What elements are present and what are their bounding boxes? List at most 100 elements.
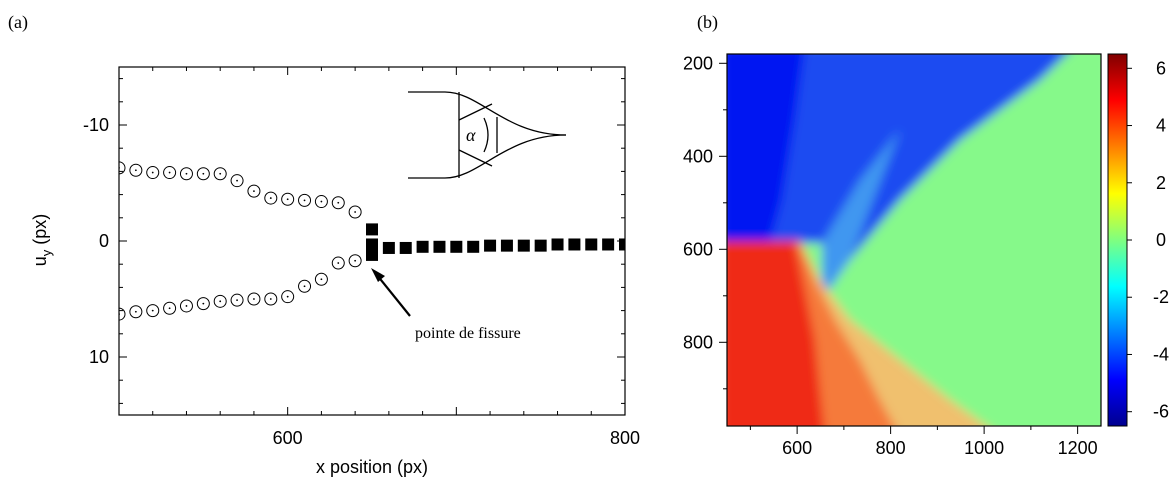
- data-point: [568, 238, 581, 251]
- data-point-center: [134, 169, 137, 172]
- data-point: [602, 238, 615, 251]
- data-point-center: [303, 285, 306, 288]
- data-point: [450, 240, 463, 253]
- data-point-center: [253, 298, 255, 300]
- data-point-center: [119, 313, 120, 315]
- data-point: [264, 191, 278, 205]
- y-axis-title-sub: y: [39, 249, 54, 256]
- svg-text:uy (px): uy (px): [30, 214, 54, 267]
- alpha-symbol: α: [466, 125, 476, 145]
- data-point: [314, 195, 328, 209]
- crack-tip-label: pointe de fissure: [415, 325, 521, 342]
- data-point: [500, 239, 513, 252]
- data-point-center: [134, 310, 137, 313]
- data-point-center: [320, 278, 323, 281]
- data-point: [399, 241, 412, 254]
- y-axis-title: uy (px): [30, 214, 54, 267]
- data-point: [281, 290, 295, 304]
- data-point: [433, 240, 446, 253]
- data-point: [585, 238, 598, 251]
- data-point-center: [337, 201, 340, 204]
- y-axis-title-main: u: [30, 256, 50, 266]
- y-tick-label: 0: [99, 231, 109, 251]
- data-point: [467, 240, 480, 253]
- data-point: [264, 292, 278, 306]
- data-point: [281, 192, 295, 206]
- data-point: [230, 174, 244, 188]
- panel-a-plot: 600 800 -10 0 10 α pointe de fissure x posit…: [30, 66, 640, 477]
- y-tick-label: 800: [683, 332, 713, 352]
- data-point: [163, 166, 177, 180]
- data-point-center: [119, 167, 120, 169]
- colorbar-tick-label: 0: [1156, 230, 1166, 250]
- x-tick-label: 600: [273, 428, 303, 448]
- data-point: [416, 240, 429, 253]
- crack-opening-inset: α: [408, 91, 567, 179]
- x-tick-label: 800: [610, 428, 640, 448]
- x-tick-label: 600: [782, 438, 812, 458]
- y-axis-title-unit: (px): [30, 214, 50, 250]
- colorbar-tick-label: -6: [1153, 402, 1169, 422]
- data-point-center: [202, 172, 205, 175]
- data-point: [331, 196, 345, 210]
- colorbar-ticks: -6 -4 -2 0 2 4 6: [1127, 58, 1169, 422]
- data-point-center: [269, 298, 272, 300]
- crack-tip-annotation: pointe de fissure: [371, 268, 521, 342]
- data-point: [382, 241, 395, 254]
- data-point-center: [269, 197, 272, 199]
- data-point: [366, 223, 378, 236]
- data-point: [348, 205, 362, 219]
- data-point: [551, 238, 564, 251]
- data-point-center: [185, 305, 188, 307]
- y-tick-label: 600: [683, 239, 713, 259]
- panel-a-label: (a): [8, 12, 28, 33]
- colorbar-tick-label: -4: [1153, 344, 1169, 364]
- data-point-center: [286, 198, 289, 201]
- data-point-center: [202, 302, 205, 305]
- y-tick-label: 200: [683, 53, 713, 73]
- data-point: [247, 292, 261, 306]
- colorbar-tick-label: 2: [1156, 173, 1166, 193]
- data-point-center: [236, 179, 238, 182]
- data-point: [146, 304, 160, 318]
- data-point-center: [286, 295, 289, 298]
- data-point: [619, 238, 625, 251]
- colorbar-tick-label: -2: [1153, 287, 1169, 307]
- panel-b-plot: 600 800 1000 1200 200 400 600 800 -6 -4 -2 0 2 4 6: [683, 53, 1169, 458]
- data-point-center: [253, 190, 255, 193]
- colorbar: [1107, 53, 1128, 427]
- colorbar-tick-label: 4: [1156, 116, 1166, 136]
- data-point-center: [354, 211, 357, 213]
- data-point: [314, 272, 328, 286]
- data-point: [534, 239, 547, 252]
- x-tick-label: 800: [876, 438, 906, 458]
- data-point-center: [219, 172, 222, 175]
- y-tick-label: -10: [83, 115, 109, 135]
- data-point: [119, 161, 126, 175]
- x-tick-label: 1000: [964, 438, 1004, 458]
- data-point: [163, 301, 177, 315]
- data-point-center: [320, 200, 323, 203]
- data-point-center: [185, 172, 188, 175]
- data-point-center: [303, 199, 306, 202]
- data-point-center: [168, 307, 171, 310]
- data-point-center: [151, 309, 154, 312]
- data-point: [366, 248, 378, 261]
- data-point: [119, 307, 126, 321]
- data-point: [129, 305, 143, 319]
- data-point: [484, 239, 497, 252]
- data-point: [129, 163, 143, 177]
- data-point: [196, 297, 210, 311]
- data-point-center: [219, 300, 222, 303]
- panel-a-marks: [119, 161, 625, 321]
- panel-a-ticks: 600 800 -10 0 10: [83, 67, 640, 448]
- data-point: [298, 193, 312, 207]
- data-point: [517, 239, 530, 252]
- data-point-center: [236, 299, 238, 302]
- data-point-center: [354, 259, 357, 262]
- data-point-center: [168, 171, 171, 174]
- data-point: [230, 293, 244, 307]
- x-tick-label: 1200: [1058, 438, 1098, 458]
- data-point-center: [337, 262, 340, 264]
